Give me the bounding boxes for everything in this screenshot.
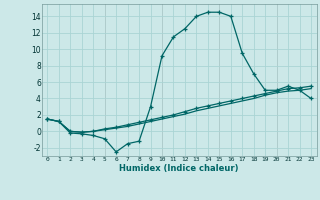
X-axis label: Humidex (Indice chaleur): Humidex (Indice chaleur): [119, 164, 239, 173]
